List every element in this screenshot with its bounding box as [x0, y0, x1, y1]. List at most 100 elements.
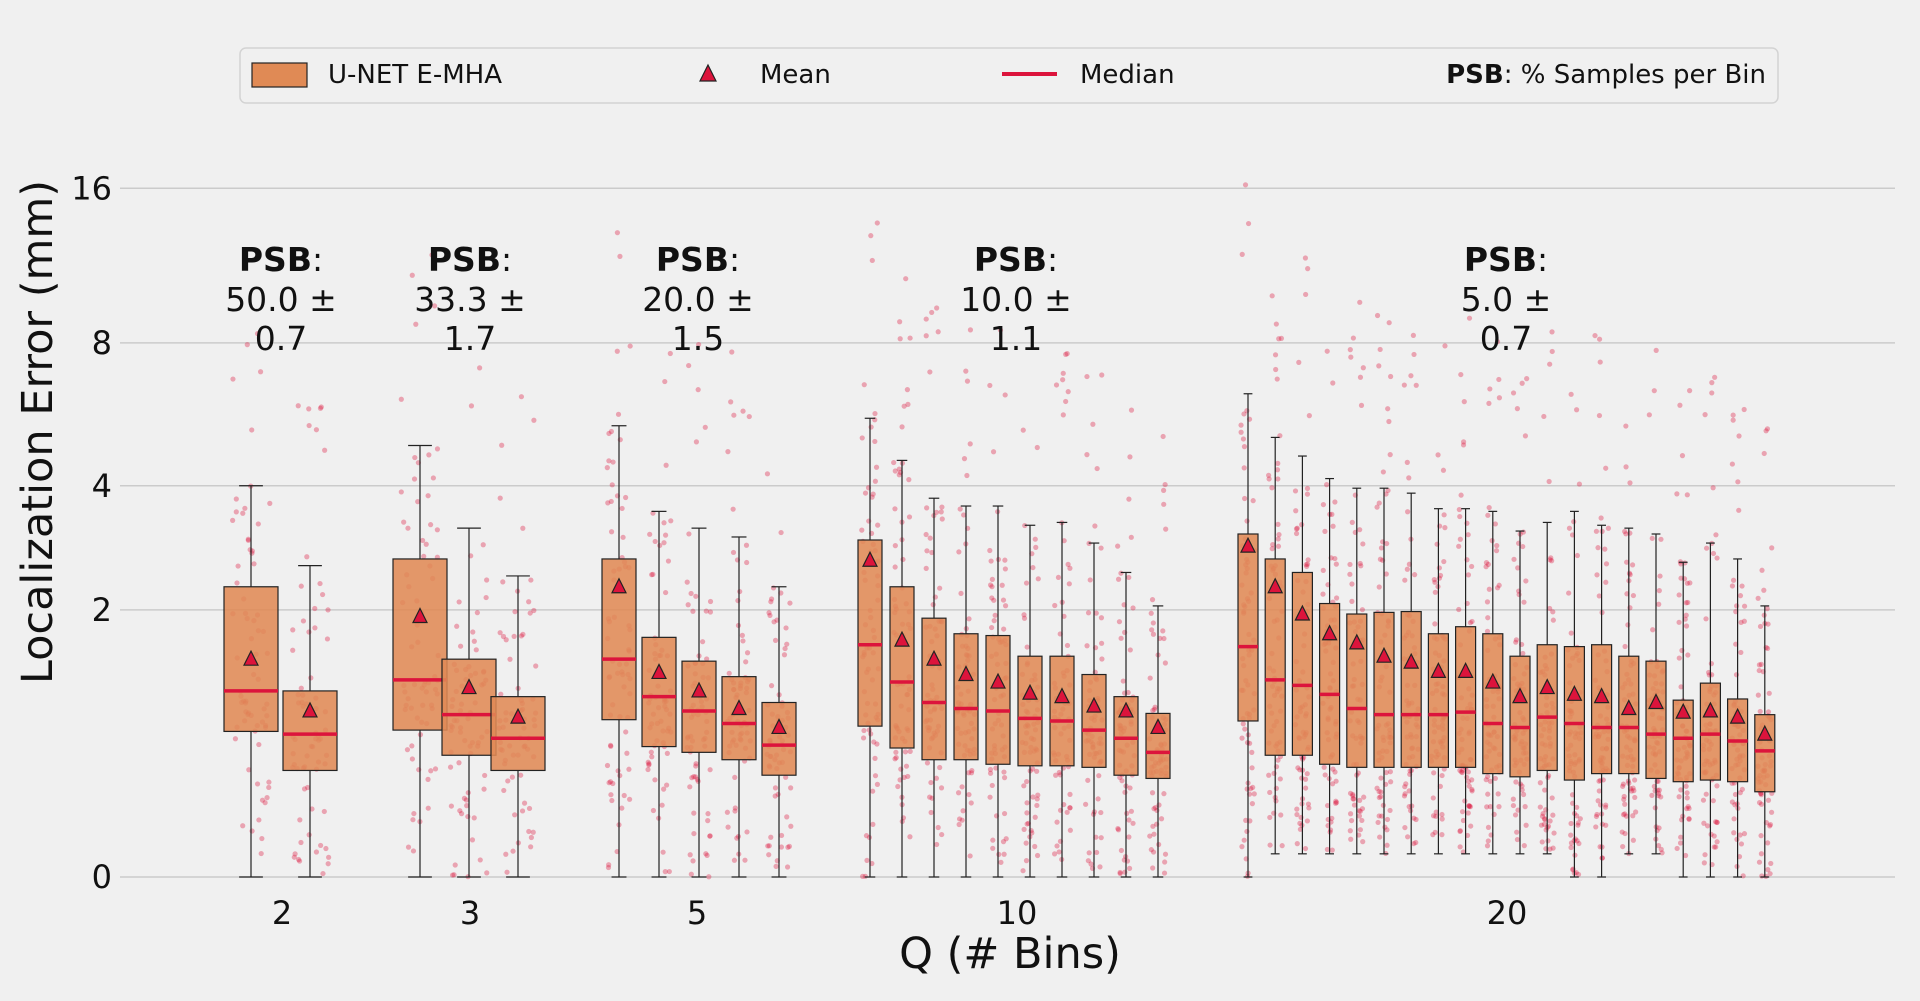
data-point: [1360, 365, 1366, 371]
data-point: [1466, 315, 1473, 321]
data-point: [1599, 821, 1605, 827]
data-point: [1632, 794, 1638, 801]
data-point: [906, 514, 913, 520]
data-point: [1150, 707, 1156, 714]
data-point: [1266, 476, 1272, 482]
data-point: [470, 629, 476, 635]
data-point: [468, 403, 475, 409]
psb-std: 0.7: [1480, 319, 1532, 358]
data-point: [1674, 845, 1680, 852]
data-point: [1442, 343, 1448, 349]
data-point: [990, 845, 996, 851]
data-point: [498, 691, 504, 697]
data-point: [1294, 806, 1300, 812]
data-point: [1276, 336, 1282, 342]
x-tick-label: 3: [460, 894, 480, 932]
data-point: [1376, 500, 1382, 506]
data-point: [1496, 582, 1502, 588]
data-point: [784, 864, 791, 870]
data-point: [1160, 628, 1166, 634]
data-point: [1148, 610, 1154, 616]
data-point: [1002, 603, 1009, 609]
data-point: [457, 808, 463, 814]
box-iqr: [1081, 673, 1107, 768]
data-point: [1403, 781, 1409, 787]
data-point: [1469, 788, 1475, 794]
data-point: [298, 839, 304, 846]
data-point: [428, 768, 434, 774]
data-point: [1275, 543, 1282, 549]
data-point: [1574, 838, 1580, 844]
data-point: [1239, 251, 1245, 257]
data-point: [420, 537, 426, 544]
data-point: [1030, 766, 1036, 772]
data-point: [662, 532, 669, 538]
data-point: [1622, 643, 1628, 650]
data-point: [725, 824, 731, 830]
data-point: [1758, 792, 1764, 798]
data-point: [1024, 821, 1030, 827]
data-point: [1729, 799, 1735, 805]
data-point: [232, 736, 239, 742]
box-iqr: [1017, 655, 1043, 767]
data-point: [778, 529, 784, 536]
data-point: [1402, 824, 1408, 831]
data-point: [1030, 564, 1036, 571]
data-point: [783, 625, 789, 631]
data-point: [996, 851, 1002, 857]
data-point: [1297, 820, 1303, 826]
data-point: [306, 629, 312, 635]
legend-label-psb: PSB: % Samples per Bin: [1446, 60, 1766, 90]
data-point: [1710, 798, 1716, 804]
data-point: [1519, 787, 1525, 793]
data-point: [1269, 293, 1275, 299]
data-point: [1240, 721, 1246, 727]
data-point: [788, 785, 794, 791]
data-point: [1358, 402, 1365, 408]
data-point: [230, 517, 236, 523]
data-point: [256, 817, 262, 823]
data-point: [409, 756, 415, 762]
data-point: [731, 412, 737, 418]
data-point: [906, 477, 912, 483]
data-point: [1676, 619, 1682, 625]
data-point: [1596, 336, 1603, 342]
data-point: [1151, 806, 1157, 812]
data-point: [1765, 621, 1771, 627]
data-point: [690, 608, 696, 614]
data-point: [258, 850, 264, 857]
psb-title: PSB:: [428, 240, 512, 279]
data-point: [1740, 873, 1746, 879]
data-point: [1127, 785, 1133, 791]
mean-marker: [1022, 683, 1038, 700]
data-point: [1304, 818, 1310, 824]
data-point: [1432, 589, 1438, 595]
data-point: [786, 843, 792, 849]
mean-marker: [1376, 646, 1392, 663]
data-point: [1084, 373, 1090, 380]
data-point: [1067, 565, 1073, 571]
mean-marker: [1620, 699, 1637, 716]
data-point: [895, 783, 901, 790]
psb-title-bold: PSB: [656, 240, 729, 279]
data-point: [1538, 822, 1545, 828]
mean-marker: [1348, 633, 1365, 650]
data-point: [872, 410, 878, 417]
data-point: [1126, 834, 1132, 840]
data-point: [266, 779, 272, 785]
data-point: [1150, 631, 1157, 637]
data-point: [1376, 788, 1382, 795]
data-point: [1737, 593, 1744, 599]
data-point: [1485, 791, 1491, 797]
data-point: [1150, 865, 1156, 871]
data-point: [1484, 599, 1491, 605]
data-point: [892, 506, 898, 512]
data-point: [1117, 774, 1123, 781]
data-point: [1703, 545, 1710, 551]
data-point: [987, 547, 993, 554]
data-point: [1755, 692, 1761, 698]
mean-marker: [1457, 662, 1474, 678]
data-point: [1274, 376, 1280, 382]
data-point: [958, 590, 964, 597]
data-point: [309, 806, 315, 812]
